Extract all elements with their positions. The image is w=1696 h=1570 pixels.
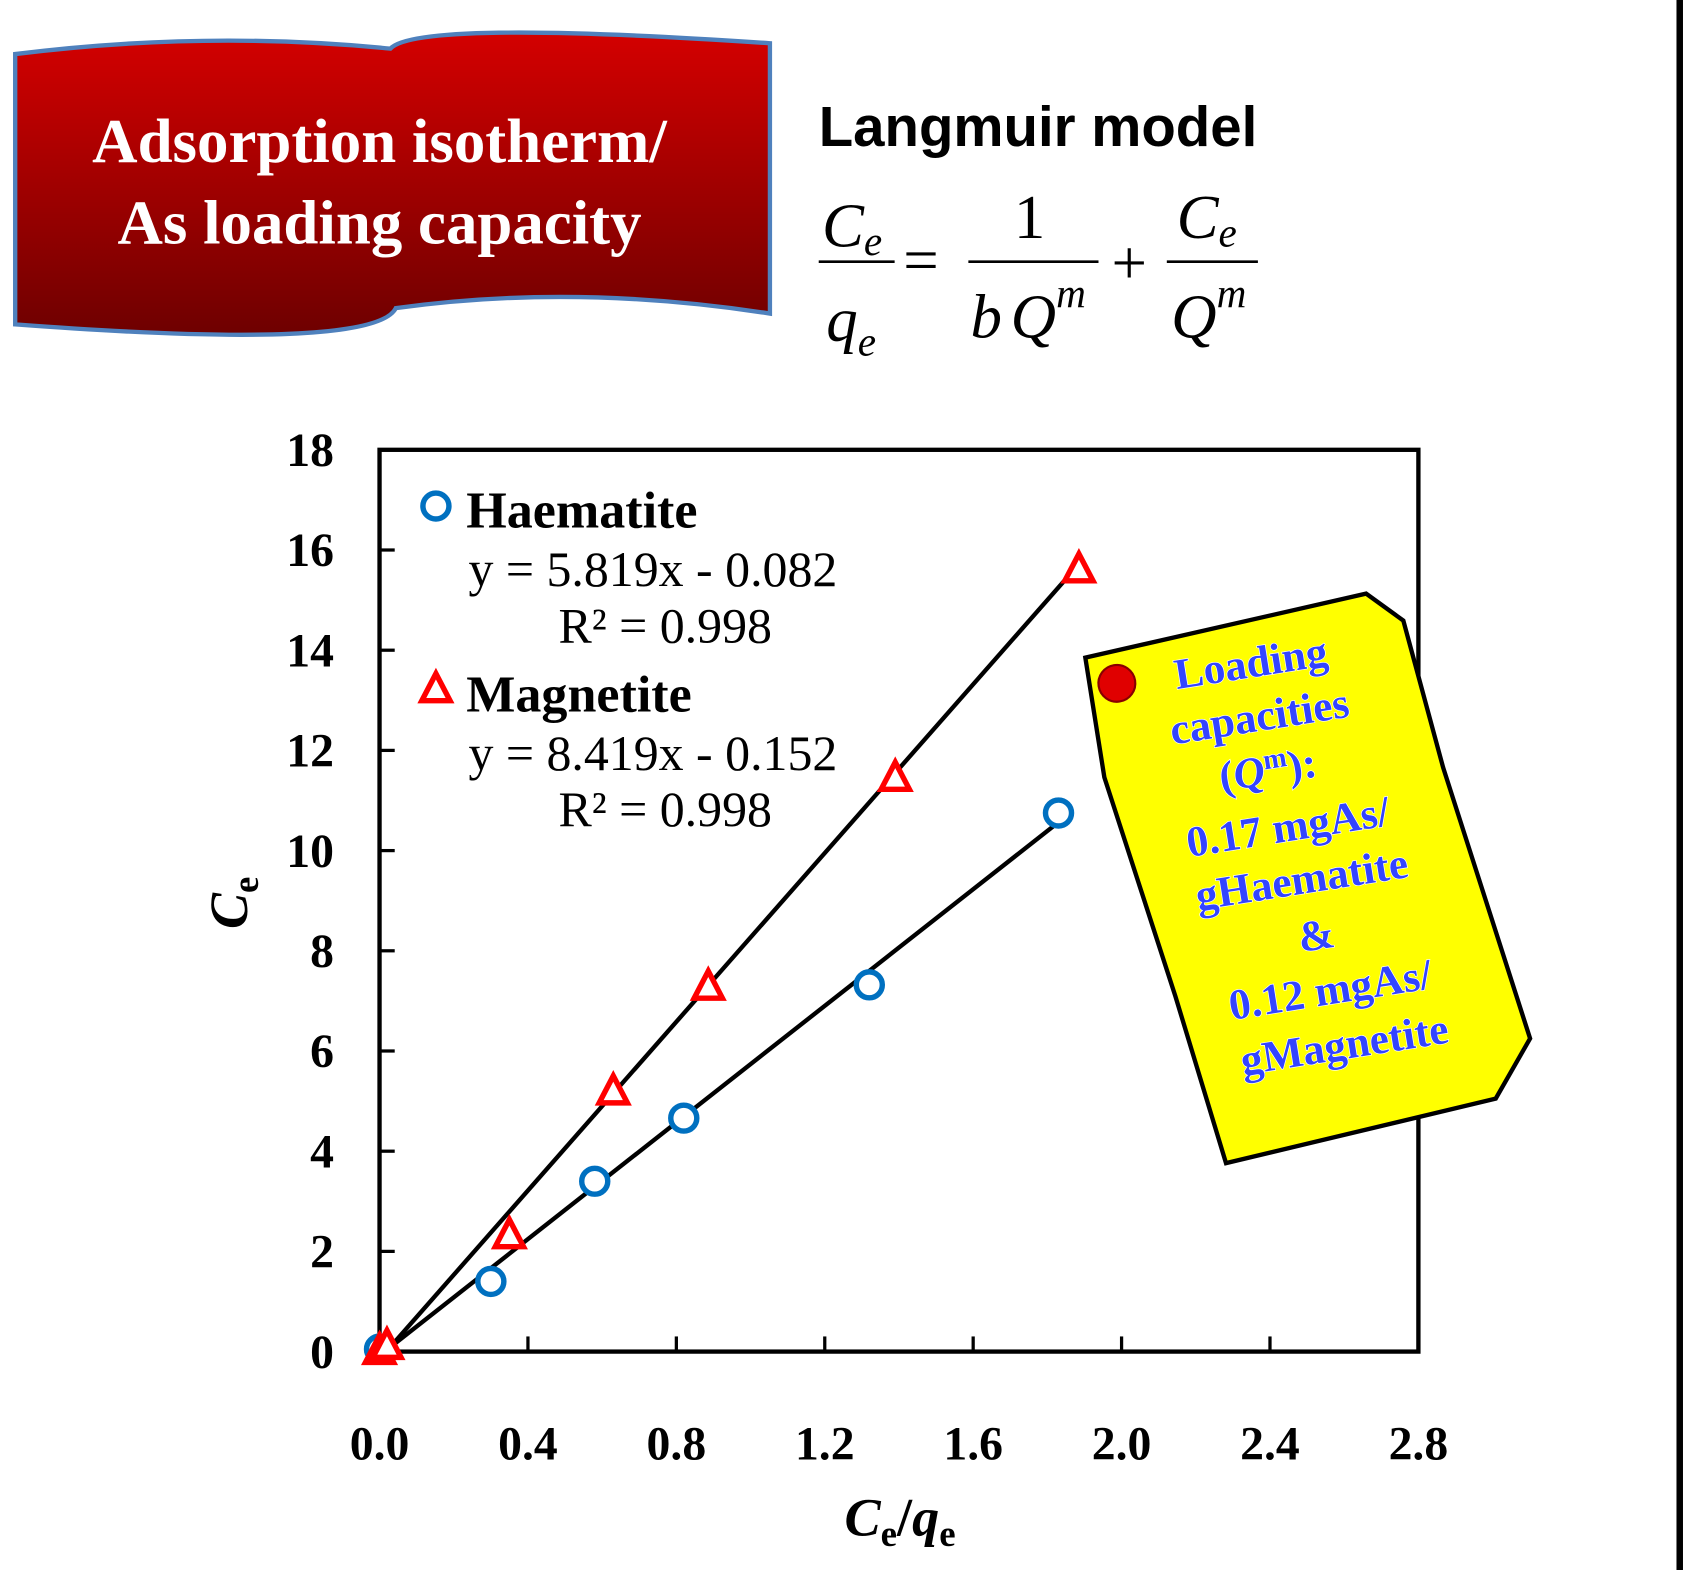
eq-part: e: [858, 319, 876, 365]
slide: Adsorption isotherm/ As loading capacity…: [0, 0, 1696, 1570]
page: {"banner":{"lines":["Adsorption isotherm…: [0, 0, 1696, 1570]
banner: [15, 33, 770, 335]
eq-part: Ce: [1177, 182, 1237, 256]
x-tick-label: 1.6: [943, 1419, 1003, 1471]
legend-label: Magnetite: [466, 667, 691, 724]
axis-label-part: C: [845, 1487, 882, 1547]
banner-line: As loading capacity: [117, 187, 641, 257]
x-tick-label: 2.0: [1092, 1419, 1152, 1471]
x-tick-label: 0.4: [498, 1419, 558, 1471]
eq-part: qe: [826, 285, 876, 365]
axis-label-part: e: [225, 877, 266, 893]
y-tick-label: 16: [286, 525, 334, 577]
x-axis-label: Ce/qe: [845, 1487, 956, 1554]
eq-part: m: [1056, 270, 1086, 316]
trend-equation: y = 5.819x - 0.082: [468, 542, 837, 597]
y-tick-label: 8: [310, 926, 334, 978]
axis-label-part: q: [912, 1487, 939, 1547]
legend-marker: [423, 493, 449, 519]
model-title: Langmuir model: [819, 95, 1258, 158]
x-tick-label: 2.8: [1389, 1419, 1449, 1471]
y-axis-label: Ce: [199, 877, 266, 929]
axis-label-part: e: [881, 1513, 897, 1554]
x-tick-label: 0.0: [350, 1419, 410, 1471]
x-tick-label: 0.8: [647, 1419, 707, 1471]
marker: [1065, 554, 1093, 581]
eq-part: Qm: [1171, 270, 1246, 351]
legend-label: Haematite: [466, 483, 697, 540]
eq-part: Q: [1011, 281, 1056, 351]
eq-part: Ce: [822, 191, 882, 265]
trend-r2: R² = 0.998: [558, 598, 771, 653]
eq-part: e: [864, 218, 882, 264]
note-line: &: [1295, 909, 1338, 962]
eq-part: q: [826, 285, 857, 355]
y-tick-label: 2: [310, 1227, 334, 1279]
banner-line: Adsorption isotherm/: [92, 106, 668, 176]
marker: [582, 1168, 608, 1194]
eq-part: +: [1112, 227, 1147, 297]
eq-part: Q: [1171, 281, 1216, 351]
axis-label-part: e: [939, 1513, 955, 1554]
trend-r2: R² = 0.998: [558, 782, 771, 837]
axis-label-part: C: [199, 892, 259, 929]
eq-part: e: [1219, 210, 1237, 256]
eq-part: m: [1217, 270, 1247, 316]
y-tick-label: 0: [310, 1327, 334, 1379]
y-tick-label: 12: [286, 726, 334, 778]
marker: [478, 1268, 504, 1294]
eq-part: b: [971, 281, 1002, 351]
y-tick-label: 10: [286, 826, 334, 878]
eq-part: C: [1177, 182, 1220, 252]
trend-equation: y = 8.419x - 0.152: [468, 726, 837, 781]
note: Loading capacities (Qm): 0.17 mgAs/ gHae…: [1082, 579, 1542, 1172]
eq-part: =: [903, 225, 938, 295]
marker: [671, 1105, 697, 1131]
marker: [856, 972, 882, 998]
marker: [1045, 800, 1071, 826]
axis-label-part: /: [896, 1487, 913, 1547]
y-tick-label: 14: [286, 625, 334, 677]
eq-part: C: [822, 191, 865, 261]
y-tick-label: 4: [310, 1126, 334, 1178]
marker: [881, 762, 909, 789]
legend-marker: [422, 674, 450, 701]
x-tick-label: 2.4: [1240, 1419, 1300, 1471]
y-tick-label: 6: [310, 1026, 334, 1078]
eq-part: 1: [1014, 182, 1045, 252]
x-tick-label: 1.2: [795, 1419, 855, 1471]
y-tick-label: 18: [286, 425, 334, 477]
